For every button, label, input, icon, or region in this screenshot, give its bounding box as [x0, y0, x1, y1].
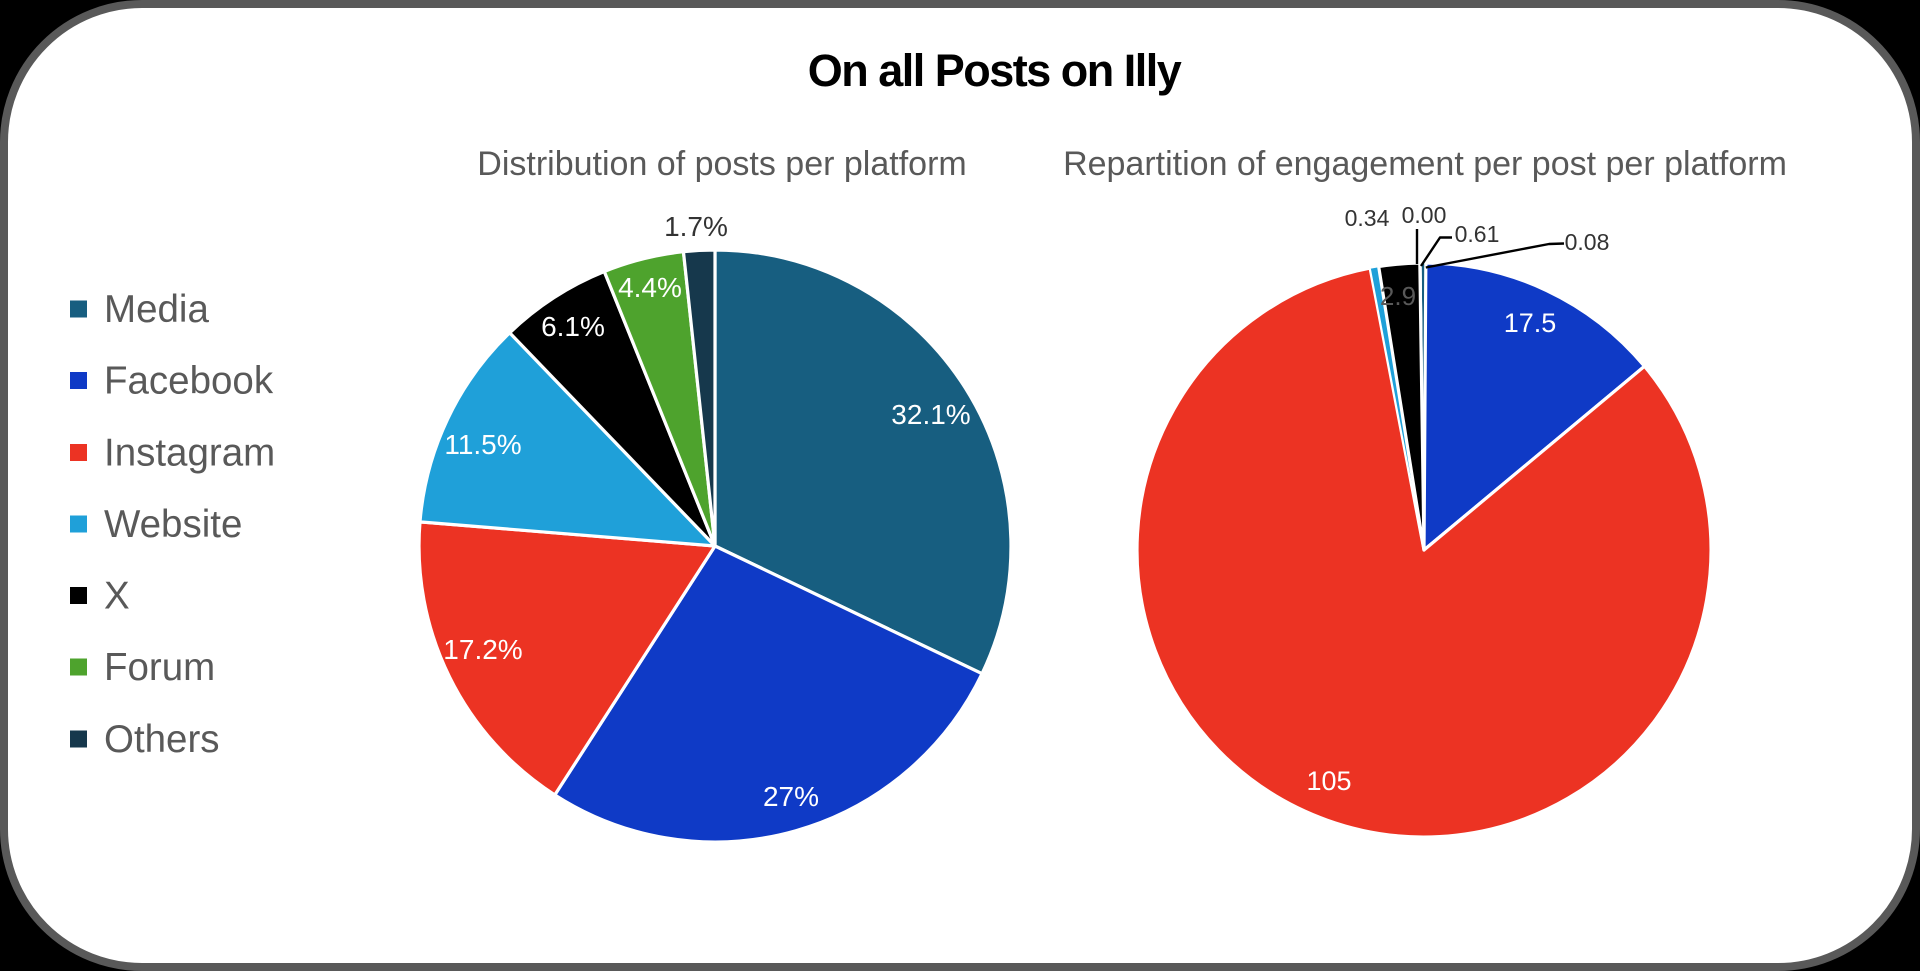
svg-text:0.34: 0.34	[1345, 205, 1390, 231]
svg-text:Instagram: Instagram	[104, 432, 275, 475]
svg-text:Facebook: Facebook	[104, 360, 274, 403]
svg-text:27%: 27%	[763, 781, 819, 812]
svg-text:Distribution of posts per plat: Distribution of posts per platform	[477, 145, 966, 183]
svg-text:On all Posts on Illy: On all Posts on Illy	[808, 45, 1182, 96]
svg-text:Media: Media	[104, 288, 209, 331]
svg-text:6.1%: 6.1%	[541, 311, 605, 342]
svg-text:4.4%: 4.4%	[618, 272, 682, 303]
svg-text:Repartition of engagement per: Repartition of engagement per post per p…	[1063, 145, 1787, 183]
svg-text:17.2%: 17.2%	[443, 634, 522, 665]
svg-text:11.5%: 11.5%	[444, 429, 521, 460]
svg-text:32.1%: 32.1%	[891, 399, 970, 430]
svg-text:1.7%: 1.7%	[664, 211, 728, 242]
svg-text:0.61: 0.61	[1455, 221, 1500, 247]
svg-text:Forum: Forum	[104, 646, 215, 689]
svg-text:105: 105	[1306, 766, 1351, 796]
svg-text:0.00: 0.00	[1402, 202, 1447, 228]
svg-text:Others: Others	[104, 718, 220, 761]
svg-text:17.5: 17.5	[1504, 308, 1557, 338]
svg-text:Website: Website	[104, 503, 242, 546]
svg-text:X: X	[104, 575, 130, 618]
svg-text:2.9: 2.9	[1380, 281, 1416, 311]
svg-text:0.08: 0.08	[1565, 229, 1610, 255]
